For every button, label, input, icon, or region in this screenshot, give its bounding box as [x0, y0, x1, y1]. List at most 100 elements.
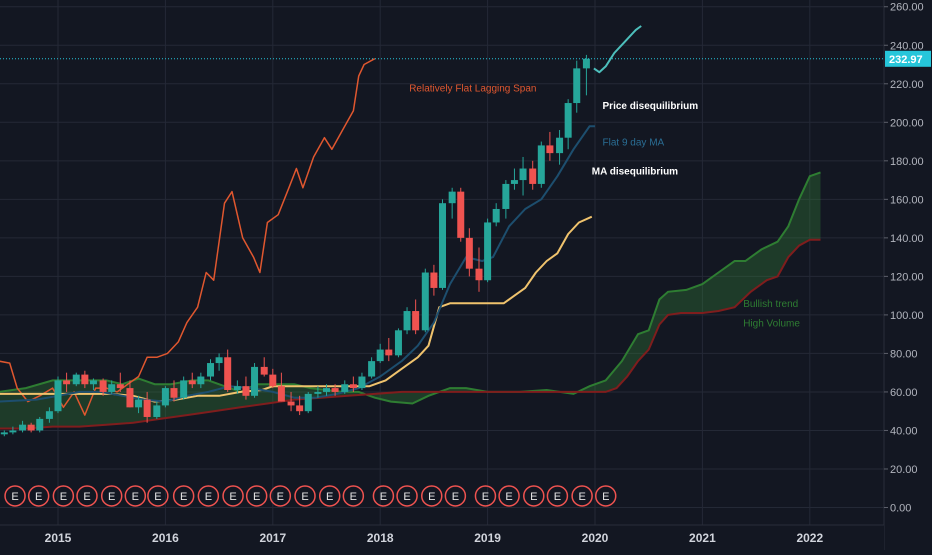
earnings-marker-label: E	[253, 491, 260, 503]
candle-body	[564, 103, 572, 138]
candle-bearish	[126, 380, 134, 408]
candle-body	[556, 137, 564, 154]
candle-bearish	[385, 338, 393, 362]
x-tick-label: 2016	[152, 531, 179, 545]
earnings-marker-circle	[546, 485, 569, 507]
candle-body	[19, 424, 27, 431]
earnings-marker-circle	[318, 485, 341, 507]
last-price-label: 232.97	[889, 54, 923, 66]
candle-body	[484, 222, 492, 281]
candle-body	[242, 386, 250, 396]
earnings-marker-label: E	[83, 491, 90, 503]
candle-bearish	[457, 187, 465, 242]
candle-body	[215, 357, 223, 364]
candle-body	[296, 405, 304, 412]
earnings-marker-label: E	[380, 491, 387, 503]
candle-bearish	[188, 372, 196, 389]
annot-high-volume: High Volume	[743, 318, 800, 329]
candle-bullish	[537, 141, 545, 188]
candle-body	[161, 388, 169, 406]
candle-bullish	[341, 380, 349, 394]
candle-body	[502, 183, 510, 209]
earnings-marker-circle	[594, 485, 617, 507]
candle-bullish	[582, 54, 590, 96]
candle-body	[27, 424, 35, 431]
earnings-marker-label: E	[505, 491, 512, 503]
earnings-marker: E	[27, 485, 50, 507]
earnings-marker: E	[294, 485, 316, 507]
candle-bullish	[180, 376, 188, 400]
y-tick-label: 160.00	[890, 194, 924, 206]
earnings-marker: E	[124, 485, 147, 507]
annot-price-diseq: Price disequilibrium	[603, 101, 699, 112]
candle-bullish	[438, 199, 446, 290]
candle-bearish	[465, 228, 473, 277]
earnings-marker-label: E	[428, 491, 435, 503]
candle-body	[465, 237, 473, 269]
earnings-marker-circle	[372, 485, 395, 507]
candle-bearish	[224, 349, 232, 392]
earnings-marker-circle	[474, 485, 497, 507]
earnings-marker-label: E	[452, 491, 459, 503]
earnings-marker-circle	[27, 485, 50, 507]
candle-bearish	[349, 376, 357, 392]
candle-bullish	[0, 430, 8, 437]
candle-body	[421, 272, 429, 331]
candle-body	[537, 145, 545, 184]
x-tick-label: 2021	[689, 531, 716, 545]
candle-bearish	[242, 376, 250, 400]
earnings-marker: E	[147, 485, 169, 507]
earnings-marker-circle	[245, 485, 268, 507]
x-tick-label: 2017	[259, 531, 286, 545]
candle-bullish	[54, 376, 62, 414]
candle-body	[376, 349, 384, 362]
cloud-fill	[0, 172, 821, 429]
earnings-marker-circle	[100, 485, 123, 507]
candle-bullish	[368, 357, 376, 379]
y-tick-label: 200.00	[890, 117, 924, 129]
candle-body	[403, 311, 411, 331]
candle-bearish	[116, 372, 124, 392]
cloud	[0, 171, 821, 430]
candle-bullish	[207, 359, 215, 381]
candle-body	[170, 388, 178, 398]
earnings-marker-circle	[76, 485, 98, 507]
candle-bullish	[573, 60, 581, 113]
candle-body	[529, 168, 537, 184]
candle-bullish	[108, 380, 116, 394]
candle-bullish	[394, 328, 402, 358]
x-tick-label: 2019	[474, 531, 501, 545]
earnings-marker: E	[172, 485, 195, 507]
x-tick-label: 2018	[367, 531, 394, 545]
y-tick-label: 40.00	[890, 425, 918, 437]
earnings-marker-circle	[421, 485, 443, 507]
candle-body	[457, 191, 465, 238]
candle-bullish	[89, 378, 97, 391]
candle-body	[510, 180, 518, 184]
candle-bearish	[412, 299, 420, 335]
earnings-marker-label: E	[277, 491, 284, 503]
y-tick-label: 0.00	[890, 503, 911, 515]
earnings-marker-label: E	[60, 491, 67, 503]
earnings-marker-circle	[197, 485, 220, 507]
earnings-marker: E	[474, 485, 497, 507]
candle-body	[116, 384, 124, 389]
earnings-marker: E	[421, 485, 443, 507]
candle-bearish	[296, 395, 304, 416]
earnings-marker-label: E	[350, 491, 357, 503]
earnings-marker-label: E	[602, 491, 609, 503]
annot-ma-diseq: MA disequilibrium	[592, 166, 678, 177]
earnings-marker-circle	[147, 485, 169, 507]
earnings-marker: E	[342, 485, 365, 507]
y-tick-label: 140.00	[890, 233, 924, 245]
earnings-marker-circle	[342, 485, 365, 507]
earnings-marker-circle	[294, 485, 316, 507]
candle-bearish	[63, 372, 71, 392]
candle-body	[323, 388, 330, 392]
y-tick-label: 240.00	[890, 40, 924, 52]
candle-body	[224, 357, 232, 391]
candle-body	[72, 374, 80, 385]
y-tick-label: 100.00	[890, 310, 924, 322]
annot-flat-ma: Flat 9 day MA	[603, 137, 665, 148]
